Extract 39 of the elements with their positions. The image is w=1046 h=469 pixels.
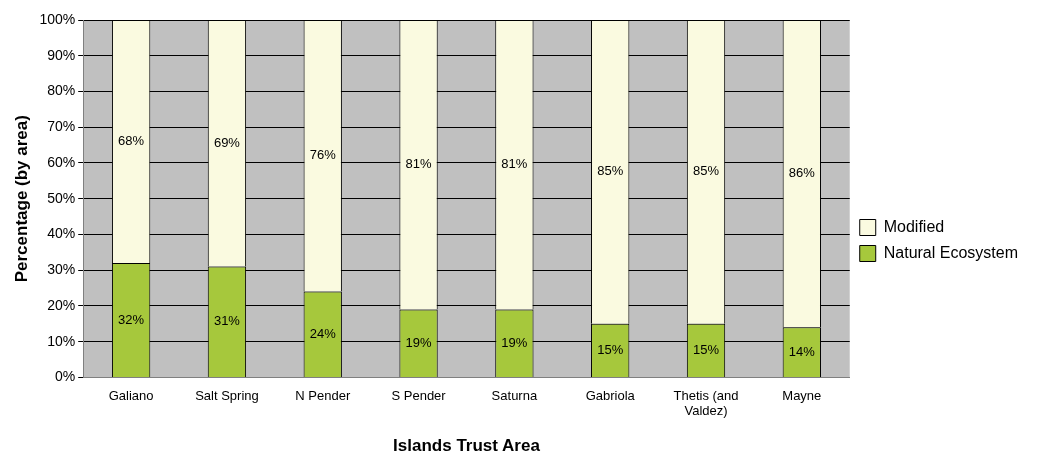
y-tick-label: 20% xyxy=(47,296,76,313)
data-label: 68% xyxy=(118,133,145,149)
y-tick-label: 0% xyxy=(54,368,76,385)
y-tick-label: 70% xyxy=(47,118,76,135)
data-label: 81% xyxy=(501,156,528,172)
x-tick-label: Mayne xyxy=(782,387,822,403)
data-label: 32% xyxy=(118,311,145,327)
x-axis-title: Islands Trust Area xyxy=(393,436,541,456)
x-tick-label: S Pender xyxy=(391,387,447,403)
data-label: 85% xyxy=(692,163,720,179)
y-tick-label: 60% xyxy=(47,153,76,170)
y-tick-label: 50% xyxy=(47,189,76,206)
data-label: 14% xyxy=(788,343,816,359)
y-axis-title: Percentage (by area) xyxy=(11,115,31,283)
y-tick-label: 90% xyxy=(47,46,76,63)
x-tick-label: Galiano xyxy=(108,387,154,403)
y-tick-label: 10% xyxy=(47,332,76,349)
data-label: 69% xyxy=(213,134,241,150)
y-tick-label: 40% xyxy=(47,225,76,242)
data-label: 19% xyxy=(501,334,528,350)
data-label: 76% xyxy=(309,147,337,163)
data-label: 15% xyxy=(692,341,720,357)
y-tick-label: 80% xyxy=(47,82,76,99)
data-label: 85% xyxy=(597,163,624,179)
data-label: 31% xyxy=(213,313,241,329)
data-label: 81% xyxy=(405,156,433,172)
x-tick-label: Thetis (and Valdez) xyxy=(673,387,739,419)
x-tick-label: N Pender xyxy=(295,387,351,403)
data-label: 86% xyxy=(788,165,816,181)
x-tick-label: Gabriola xyxy=(585,387,636,403)
data-label: 19% xyxy=(405,334,433,350)
x-tick-label: Saturna xyxy=(491,387,538,403)
y-tick-label: 100% xyxy=(39,10,76,27)
legend-label: Natural Ecosystem xyxy=(883,243,1018,261)
data-label: 15% xyxy=(597,341,624,357)
y-tick-label: 30% xyxy=(47,261,76,278)
data-label: 24% xyxy=(309,325,337,341)
x-tick-label: Salt Spring xyxy=(195,387,259,403)
legend-label: Modified xyxy=(883,217,945,235)
